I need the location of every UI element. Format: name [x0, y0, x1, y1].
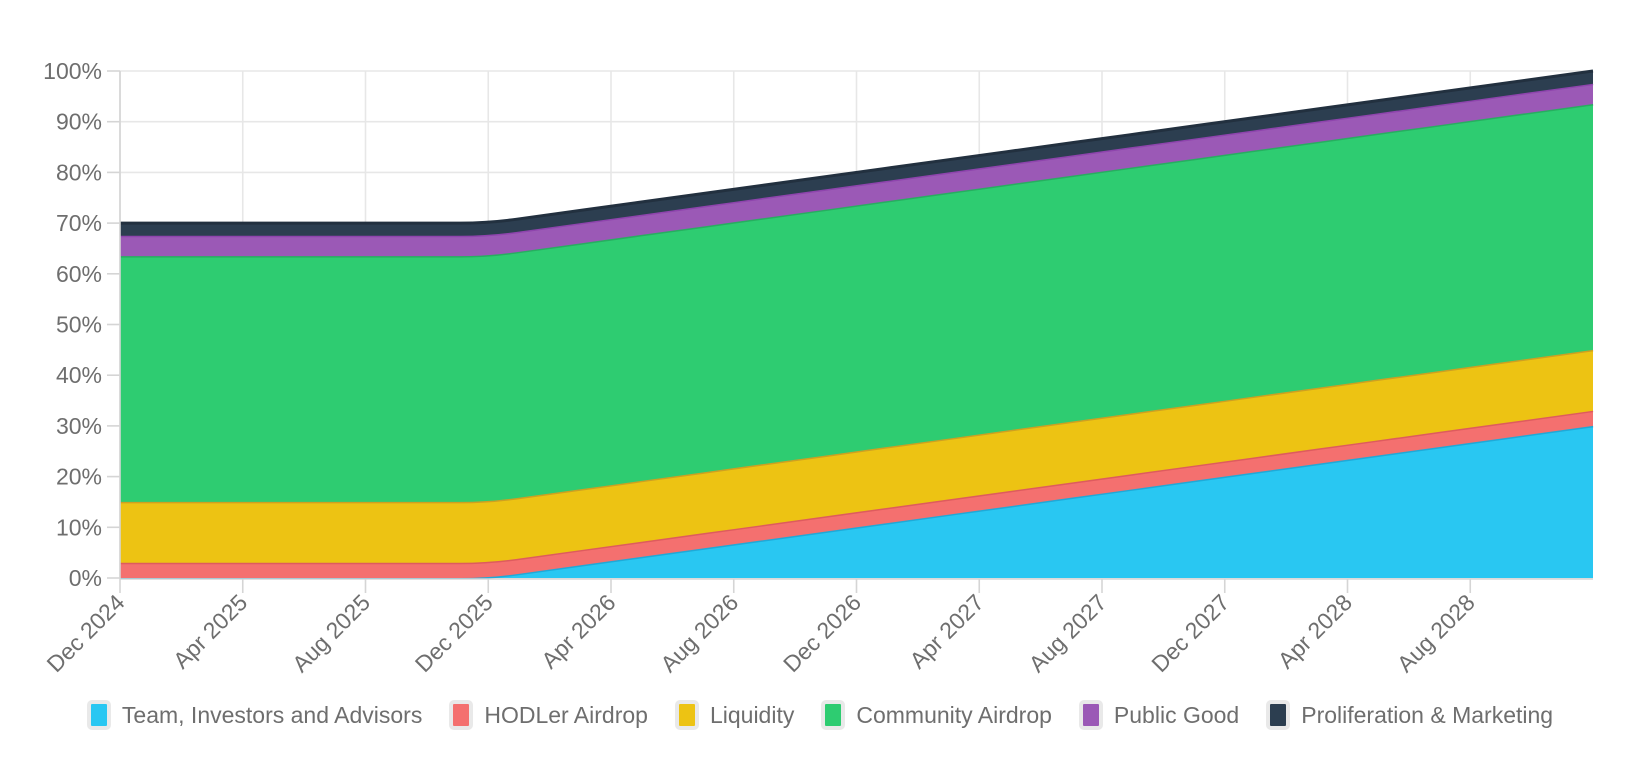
y-tick-label: 0%	[69, 565, 102, 591]
x-tick-label: Apr 2026	[536, 589, 620, 673]
area-band-liquidity	[120, 349, 1593, 563]
y-tick-label: 60%	[56, 261, 102, 287]
x-tick-label: Aug 2027	[1024, 589, 1112, 677]
y-tick-label: 10%	[56, 514, 102, 540]
legend-swatch-icon	[86, 700, 111, 730]
area-border-proliferation-marketing	[120, 69, 1594, 225]
y-tick-label: 50%	[56, 312, 102, 338]
y-tick-label: 70%	[56, 210, 102, 236]
x-tick-label: Apr 2025	[168, 589, 252, 673]
legend-label: Community Airdrop	[856, 701, 1052, 728]
legend-item-hodler-airdrop[interactable]: HODLer Airdrop	[449, 700, 648, 730]
y-tick-label: 80%	[56, 159, 102, 185]
legend-label: Proliferation & Marketing	[1301, 701, 1554, 728]
legend-item-team-investors-and-advisors[interactable]: Team, Investors and Advisors	[86, 700, 423, 730]
legend-item-community-airdrop[interactable]: Community Airdrop	[821, 700, 1052, 730]
x-tick-label: Dec 2025	[410, 589, 498, 677]
y-tick-label: 90%	[56, 109, 102, 135]
y-tick-label: 100%	[43, 58, 102, 84]
legend-swatch-icon	[1078, 700, 1103, 730]
legend-label: HODLer Airdrop	[484, 701, 648, 728]
x-tick-label: Apr 2027	[904, 589, 988, 673]
x-tick-label: Dec 2026	[778, 589, 866, 677]
legend-label: Liquidity	[709, 701, 795, 728]
y-tick-label: 40%	[56, 362, 102, 388]
legend-item-proliferation-marketing[interactable]: Proliferation & Marketing	[1266, 700, 1553, 730]
area-band-public-good	[120, 83, 1593, 257]
x-tick-label: Dec 2027	[1146, 589, 1234, 677]
legend-swatch-icon	[1266, 700, 1291, 730]
legend-swatch-icon	[674, 700, 699, 730]
area-band-team-investors-and-advisors	[120, 425, 1593, 578]
legend-swatch-icon	[821, 700, 846, 730]
area-band-community-airdrop	[120, 104, 1593, 502]
legend-label: Public Good	[1113, 701, 1240, 728]
x-tick-label: Dec 2024	[42, 589, 130, 677]
x-tick-label: Apr 2028	[1273, 589, 1357, 673]
vesting-area-chart: 0% 10% 20% 30% 40% 50% 60% 70% 80% 90% 100% Dec 202…	[42, 58, 1594, 677]
y-tick-label: 20%	[56, 464, 102, 490]
y-tick-label: 30%	[56, 413, 102, 439]
x-tick-label: Aug 2028	[1392, 589, 1480, 677]
legend-item-public-good[interactable]: Public Good	[1078, 700, 1240, 730]
x-tick-label: Aug 2025	[287, 589, 375, 677]
legend-label: Team, Investors and Advisors	[121, 701, 423, 728]
x-tick-label: Aug 2026	[655, 589, 743, 677]
legend-swatch-icon	[449, 700, 474, 730]
legend-item-liquidity[interactable]: Liquidity	[674, 700, 795, 730]
chart-legend: Team, Investors and Advisors HODLer Airdr…	[0, 700, 1640, 730]
